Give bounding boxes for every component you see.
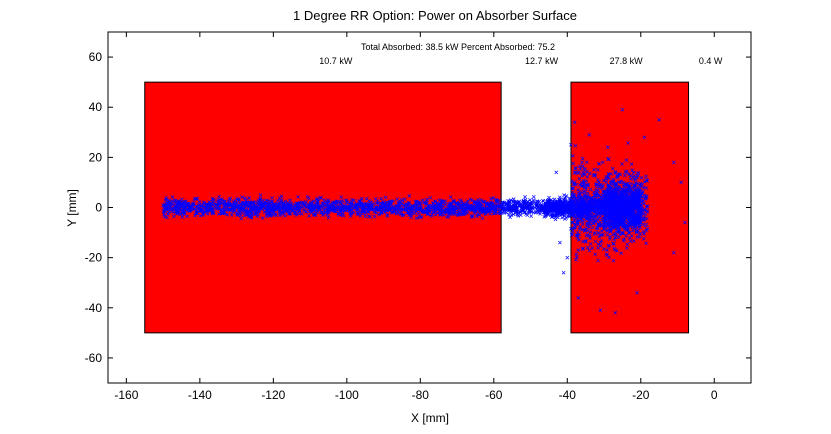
y-tick-label: -60	[85, 351, 103, 365]
y-tick-label: -40	[85, 301, 103, 315]
region-labels: 10.7 kW 12.7 kW 27.8 kW 0.4 W	[319, 56, 723, 66]
y-axis-label: Y [mm]	[65, 189, 79, 227]
chart-subtitle: Total Absorbed: 38.5 kW Percent Absorbed…	[361, 42, 555, 52]
x-tick-label: 0	[711, 388, 718, 402]
x-axis-ticks: -160 -140 -120 -100 -80 -60 -40 -20 0	[114, 32, 718, 402]
y-tick-label: 0	[95, 201, 102, 215]
region-label-3: 27.8 kW	[610, 56, 644, 66]
scatter-series-marks	[161, 107, 687, 315]
x-tick-label: -60	[485, 388, 503, 402]
x-tick-label: -80	[412, 388, 430, 402]
y-tick-label: 20	[89, 150, 103, 164]
region-label-2: 12.7 kW	[525, 56, 559, 66]
x-axis-label: X [mm]	[411, 411, 449, 425]
y-tick-label: 60	[89, 50, 103, 64]
x-tick-label: -140	[188, 388, 212, 402]
chart-title: 1 Degree RR Option: Power on Absorber Su…	[293, 8, 577, 23]
x-tick-label: -160	[114, 388, 138, 402]
plot-area	[144, 81, 690, 334]
scatter-points	[161, 107, 687, 315]
x-tick-label: -40	[559, 388, 577, 402]
y-tick-label: -20	[85, 251, 103, 265]
region-label-4: 0.4 W	[699, 56, 723, 66]
y-axis-ticks: -60 -40 -20 0 20 40 60	[85, 50, 751, 365]
region-label-1: 10.7 kW	[319, 56, 353, 66]
y-tick-label: 40	[89, 100, 103, 114]
x-tick-label: -120	[261, 388, 285, 402]
x-tick-label: -100	[335, 388, 359, 402]
x-tick-label: -20	[632, 388, 650, 402]
